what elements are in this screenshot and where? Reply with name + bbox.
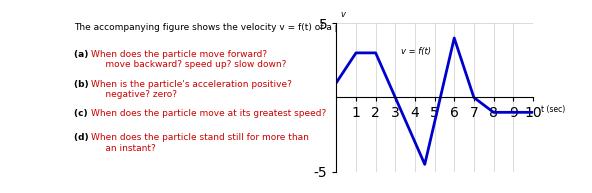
Text: The accompanying figure shows the velocity v = f(t) of a particle moving on a co: The accompanying figure shows the veloci… bbox=[74, 23, 502, 32]
Text: When does the particle move at its greatest speed?: When does the particle move at its great… bbox=[91, 109, 326, 118]
Text: When does the particle stand still for more than
     an instant?: When does the particle stand still for m… bbox=[91, 133, 308, 152]
Text: When does the particle move forward?
     move backward? speed up? slow down?: When does the particle move forward? mov… bbox=[91, 50, 286, 69]
Text: (d): (d) bbox=[74, 133, 92, 142]
Text: When is the particle's acceleration positive?
     negative? zero?: When is the particle's acceleration posi… bbox=[91, 80, 292, 99]
Text: v: v bbox=[340, 10, 345, 19]
Text: (c): (c) bbox=[74, 109, 91, 118]
Text: (b): (b) bbox=[74, 80, 92, 89]
Text: v = f(t): v = f(t) bbox=[401, 47, 431, 56]
Text: (a): (a) bbox=[74, 50, 92, 59]
Text: t (sec): t (sec) bbox=[540, 105, 565, 114]
